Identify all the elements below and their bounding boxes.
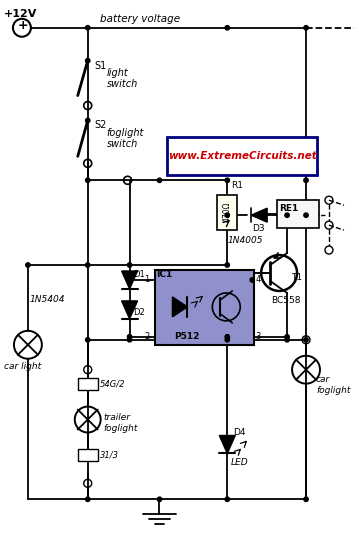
Polygon shape xyxy=(122,301,137,319)
Polygon shape xyxy=(122,271,137,289)
Circle shape xyxy=(285,338,289,342)
Text: battery voltage: battery voltage xyxy=(100,14,180,24)
Text: 3: 3 xyxy=(255,332,261,341)
Circle shape xyxy=(304,213,308,217)
Text: light: light xyxy=(107,68,129,77)
Text: P512: P512 xyxy=(174,332,200,341)
Circle shape xyxy=(157,497,162,502)
Circle shape xyxy=(304,497,308,502)
Bar xyxy=(78,450,98,461)
Circle shape xyxy=(127,334,132,339)
Circle shape xyxy=(225,338,229,342)
Circle shape xyxy=(225,263,229,267)
Polygon shape xyxy=(251,208,267,222)
Text: 1N5404: 1N5404 xyxy=(30,295,65,305)
Circle shape xyxy=(127,263,132,267)
Text: +12V: +12V xyxy=(4,9,37,19)
Text: T1: T1 xyxy=(291,274,302,282)
Circle shape xyxy=(250,278,255,282)
Circle shape xyxy=(225,334,229,339)
Circle shape xyxy=(85,497,90,502)
Text: S2: S2 xyxy=(95,121,107,130)
Circle shape xyxy=(127,278,132,282)
Text: 31/3: 31/3 xyxy=(100,451,119,460)
Text: D3: D3 xyxy=(252,223,265,233)
Circle shape xyxy=(26,263,30,267)
Text: R1: R1 xyxy=(231,181,243,190)
Text: foglight: foglight xyxy=(316,386,350,395)
Text: LED: LED xyxy=(230,458,248,467)
Circle shape xyxy=(285,334,289,339)
Text: 1N4005: 1N4005 xyxy=(227,235,263,245)
Text: IC1: IC1 xyxy=(157,270,173,280)
Text: BC558: BC558 xyxy=(271,296,300,306)
Text: car: car xyxy=(316,375,330,384)
Text: RE1: RE1 xyxy=(279,204,298,213)
Text: 2: 2 xyxy=(145,332,150,341)
Circle shape xyxy=(85,118,90,123)
Circle shape xyxy=(225,497,229,502)
Circle shape xyxy=(85,338,90,342)
Text: D4: D4 xyxy=(233,428,246,437)
Bar xyxy=(277,200,319,228)
Text: foglight: foglight xyxy=(107,128,144,138)
Circle shape xyxy=(304,338,308,342)
Polygon shape xyxy=(219,436,235,453)
Circle shape xyxy=(304,25,308,30)
Bar xyxy=(78,378,98,390)
Polygon shape xyxy=(172,297,187,317)
Text: switch: switch xyxy=(107,140,138,149)
Circle shape xyxy=(85,263,90,267)
Circle shape xyxy=(127,338,132,342)
Text: trailer: trailer xyxy=(104,413,131,422)
Text: www.ExtremeCircuits.net: www.ExtremeCircuits.net xyxy=(168,151,317,161)
Text: 470Ω: 470Ω xyxy=(223,202,232,222)
Circle shape xyxy=(85,25,90,30)
Bar xyxy=(167,137,317,175)
Bar xyxy=(217,195,237,230)
Circle shape xyxy=(304,178,308,182)
Circle shape xyxy=(85,58,90,63)
Text: 1: 1 xyxy=(145,275,150,285)
Text: foglight: foglight xyxy=(104,424,138,433)
Text: +: + xyxy=(18,19,29,32)
Text: D1: D1 xyxy=(134,270,145,280)
Text: 54G/2: 54G/2 xyxy=(100,379,125,388)
Text: switch: switch xyxy=(107,78,138,89)
Circle shape xyxy=(225,178,229,182)
Circle shape xyxy=(85,178,90,182)
Text: D2: D2 xyxy=(134,308,145,318)
Text: S1: S1 xyxy=(95,61,107,71)
Text: car light: car light xyxy=(4,362,41,371)
Circle shape xyxy=(285,213,289,217)
Circle shape xyxy=(225,213,229,217)
Circle shape xyxy=(225,25,229,30)
Circle shape xyxy=(157,178,162,182)
Bar xyxy=(154,270,254,345)
Text: 4: 4 xyxy=(255,275,260,285)
